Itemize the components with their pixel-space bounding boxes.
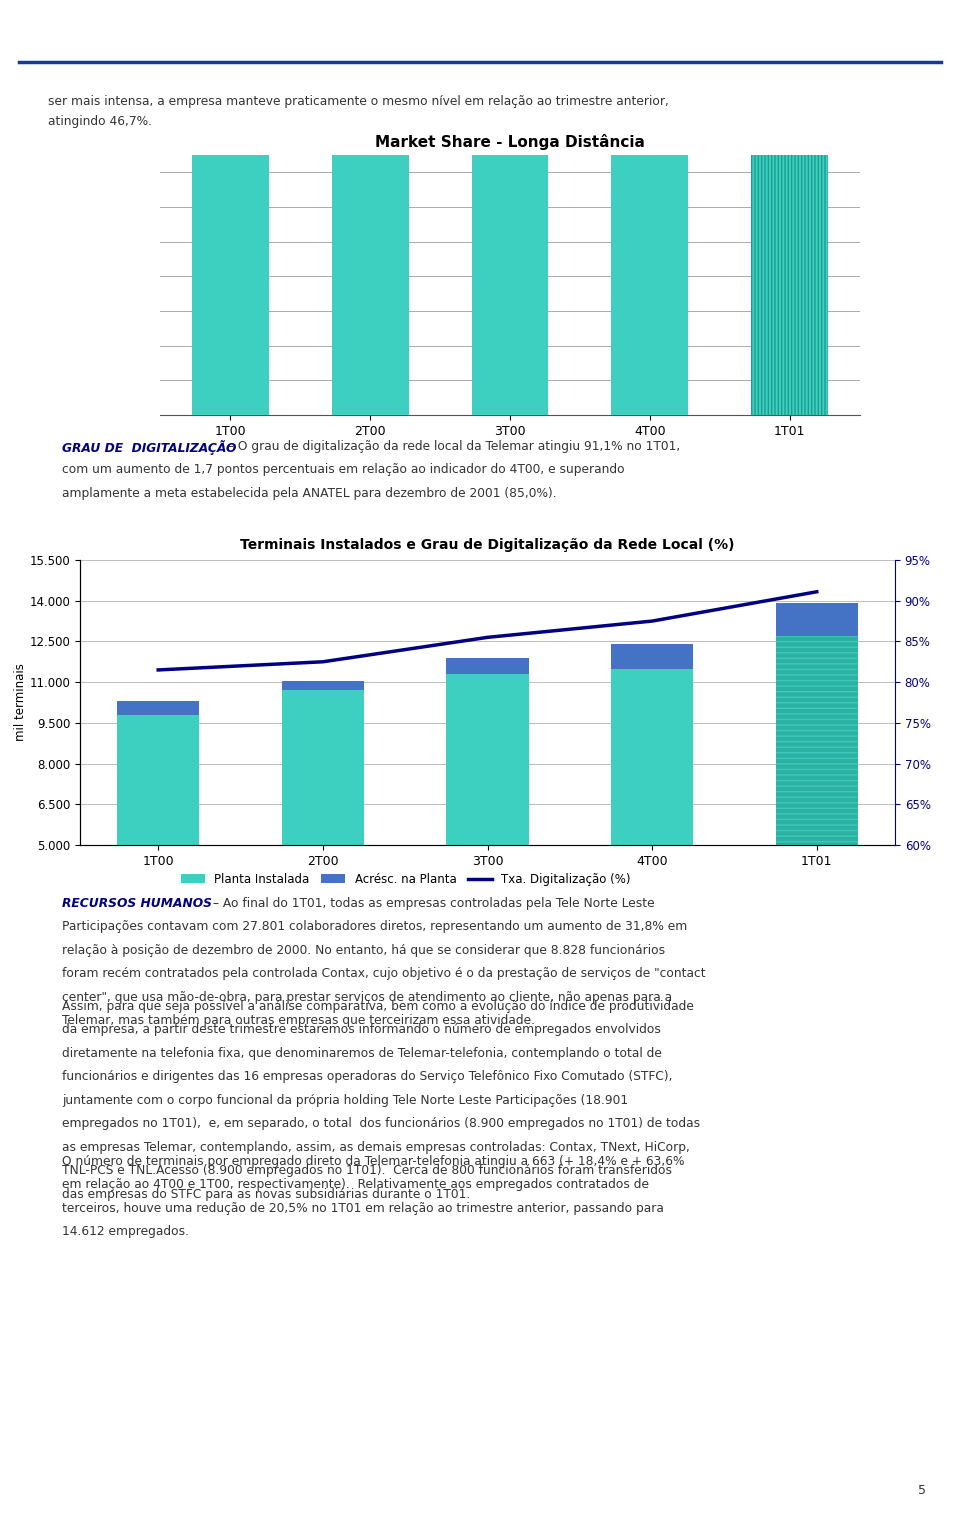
Text: funcionários e dirigentes das 16 empresas operadoras do Serviço Telefônico Fixo : funcionários e dirigentes das 16 empresa… [62, 1071, 673, 1083]
Text: diretamente na telefonia fixa, que denominaremos de Telemar-telefonia, contempla: diretamente na telefonia fixa, que denom… [62, 1047, 662, 1060]
Title: Market Share - Longa Distância: Market Share - Longa Distância [375, 133, 645, 150]
Text: atingindo 46,7%.: atingindo 46,7%. [48, 115, 152, 127]
Text: em relação ao 4T00 e 1T00, respectivamente).  Relativamente aos empregados contr: em relação ao 4T00 e 1T00, respectivamen… [62, 1179, 649, 1191]
Text: amplamente a meta estabelecida pela ANATEL para dezembro de 2001 (85,0%).: amplamente a meta estabelecida pela ANAT… [62, 486, 557, 500]
Text: 14.612 empregados.: 14.612 empregados. [62, 1226, 189, 1238]
Bar [471, 0, 548, 415]
Bar [752, 0, 828, 415]
Text: Assim, para que seja possível a análise comparativa, bem como a evolução do índi: Assim, para que seja possível a análise … [62, 1000, 694, 1014]
Text: da empresa, a partir deste trimestre estaremos informando o número de empregados: da empresa, a partir deste trimestre est… [62, 1024, 661, 1036]
Text: foram recém contratados pela controlada Contax, cujo objetivo é o da prestação d: foram recém contratados pela controlada … [62, 968, 706, 980]
Text: Telemar, mas também para outras empresas que terceirizam essa atividade.: Telemar, mas também para outras empresas… [62, 1015, 536, 1027]
Text: 5: 5 [919, 1483, 926, 1497]
Bar [281, 691, 364, 980]
Bar [776, 636, 858, 980]
Text: relação à posição de dezembro de 2000. No entanto, há que se considerar que 8.82: relação à posição de dezembro de 2000. N… [62, 944, 665, 957]
Text: RECURSOS HUMANOS: RECURSOS HUMANOS [62, 897, 212, 911]
Bar [752, 0, 828, 415]
Bar [446, 658, 529, 674]
Bar [776, 603, 858, 636]
Bar [192, 0, 269, 415]
Text: – O grau de digitalização da rede local da Telemar atingiu 91,1% no 1T01,: – O grau de digitalização da rede local … [224, 439, 680, 453]
Text: terceiros, houve uma redução de 20,5% no 1T01 em relação ao trimestre anterior, : terceiros, houve uma redução de 20,5% no… [62, 1201, 664, 1215]
Text: – Ao final do 1T01, todas as empresas controladas pela Tele Norte Leste: – Ao final do 1T01, todas as empresas co… [209, 897, 655, 911]
Bar [331, 0, 409, 415]
Text: ser mais intensa, a empresa manteve praticamente o mesmo nível em relação ao tri: ser mais intensa, a empresa manteve prat… [48, 95, 669, 108]
Bar [776, 636, 858, 980]
Bar [281, 680, 364, 691]
Y-axis label: mil terminais: mil terminais [13, 664, 27, 741]
Text: TNL-PCS e TNL.Acesso (8.900 empregados no 1T01).  Cerca de 800 funcionários fora: TNL-PCS e TNL.Acesso (8.900 empregados n… [62, 1165, 672, 1177]
Text: Participações contavam com 27.801 colaboradores diretos, representando um aument: Participações contavam com 27.801 colabo… [62, 921, 687, 933]
Bar [611, 668, 693, 980]
Bar [612, 0, 688, 415]
Bar [446, 674, 529, 980]
Text: O número de terminais por empregado direto da Telemar-telefonia atingiu a 663 (+: O número de terminais por empregado dire… [62, 1154, 684, 1168]
Legend: Planta Instalada, Acrésc. na Planta, Txa. Digitalização (%): Planta Instalada, Acrésc. na Planta, Txa… [177, 868, 636, 891]
Text: GRAU DE  DIGITALIZAÇÃO: GRAU DE DIGITALIZAÇÃO [62, 439, 237, 454]
Text: empregados no 1T01),  e, em separado, o total  dos funcionários (8.900 empregado: empregados no 1T01), e, em separado, o t… [62, 1118, 701, 1130]
Bar [611, 644, 693, 668]
Text: center", que usa mão-de-obra, para prestar serviços de atendimento ao cliente, n: center", que usa mão-de-obra, para prest… [62, 991, 673, 1004]
Text: com um aumento de 1,7 pontos percentuais em relação ao indicador do 4T00, e supe: com um aumento de 1,7 pontos percentuais… [62, 464, 625, 477]
Bar [117, 701, 200, 715]
Title: Terminais Instalados e Grau de Digitalização da Rede Local (%): Terminais Instalados e Grau de Digitaliz… [240, 538, 734, 551]
Text: as empresas Telemar, contemplando, assim, as demais empresas controladas: Contax: as empresas Telemar, contemplando, assim… [62, 1141, 690, 1154]
Text: juntamente com o corpo funcional da própria holding Tele Norte Leste Participaçõ: juntamente com o corpo funcional da próp… [62, 1094, 629, 1107]
Text: das empresas do STFC para as novas subsidiárias durante o 1T01.: das empresas do STFC para as novas subsi… [62, 1188, 470, 1201]
Bar [117, 715, 200, 980]
